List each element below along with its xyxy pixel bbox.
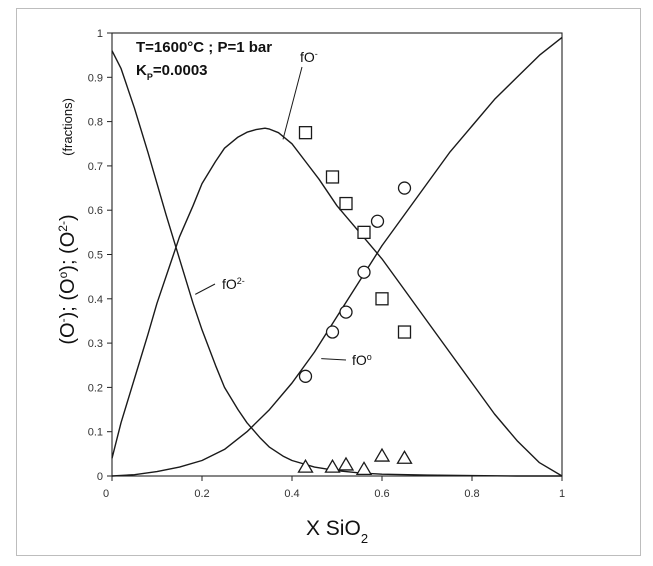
- square-marker: [375, 292, 389, 306]
- square-marker: [325, 170, 340, 184]
- y-tick-label: 0.7: [88, 161, 103, 173]
- y-tick-label: 0.4: [88, 294, 103, 306]
- triangle-marker: [297, 458, 314, 473]
- y-axis-label: (O-); (Oo); (O2-): [56, 214, 79, 344]
- triangle-marker: [355, 461, 373, 476]
- curve-label-leader: [195, 283, 216, 295]
- curve-label: fOo: [352, 352, 372, 368]
- y-tick-label: 0.2: [88, 382, 103, 394]
- figure-frame: [16, 8, 641, 556]
- annotation-conditions: T=1600°C ; P=1 bar: [136, 39, 272, 56]
- y-tick-label: 1: [97, 28, 103, 40]
- circle-marker: [298, 369, 313, 383]
- x-tick-label: 0.6: [374, 488, 389, 500]
- circle-marker: [370, 214, 385, 228]
- square-marker: [397, 325, 412, 339]
- series-line-2: [111, 36, 563, 477]
- y-tick-label: 0.9: [88, 72, 103, 84]
- series-line-1: [111, 50, 562, 477]
- x-tick-label: 1: [559, 488, 565, 500]
- x-tick-label: 0.2: [194, 488, 209, 500]
- square-marker: [339, 196, 353, 211]
- x-tick-label: 0.8: [464, 488, 479, 500]
- y-axis-unit-label: (fractions): [60, 98, 75, 156]
- curve-label: fO-: [300, 49, 318, 65]
- square-marker: [357, 225, 371, 240]
- triangle-marker: [324, 458, 341, 473]
- triangle-marker: [337, 456, 355, 471]
- triangle-marker: [373, 447, 391, 462]
- y-tick-label: 0.8: [88, 117, 103, 129]
- triangle-marker: [396, 449, 413, 464]
- y-tick-label: 0.1: [88, 427, 103, 439]
- curve-label-leader: [321, 358, 347, 361]
- y-tick-label: 0.6: [88, 205, 103, 217]
- series-line-0: [111, 127, 563, 477]
- circle-marker: [357, 265, 371, 279]
- circle-marker: [397, 181, 412, 195]
- x-axis-label: X SiO2: [306, 517, 368, 546]
- circle-marker: [325, 325, 340, 339]
- square-marker: [298, 126, 313, 140]
- annotation-kp: KP=0.0003: [136, 62, 208, 82]
- curve-label: fO2-: [222, 276, 245, 292]
- circle-marker: [339, 305, 353, 319]
- y-tick-label: 0: [97, 471, 103, 483]
- curve-label-leader: [282, 66, 303, 140]
- y-tick-label: 0.3: [88, 338, 103, 350]
- y-tick-label: 0.5: [88, 250, 103, 262]
- x-tick-label: 0: [103, 488, 109, 500]
- x-tick-label: 0.4: [284, 488, 299, 500]
